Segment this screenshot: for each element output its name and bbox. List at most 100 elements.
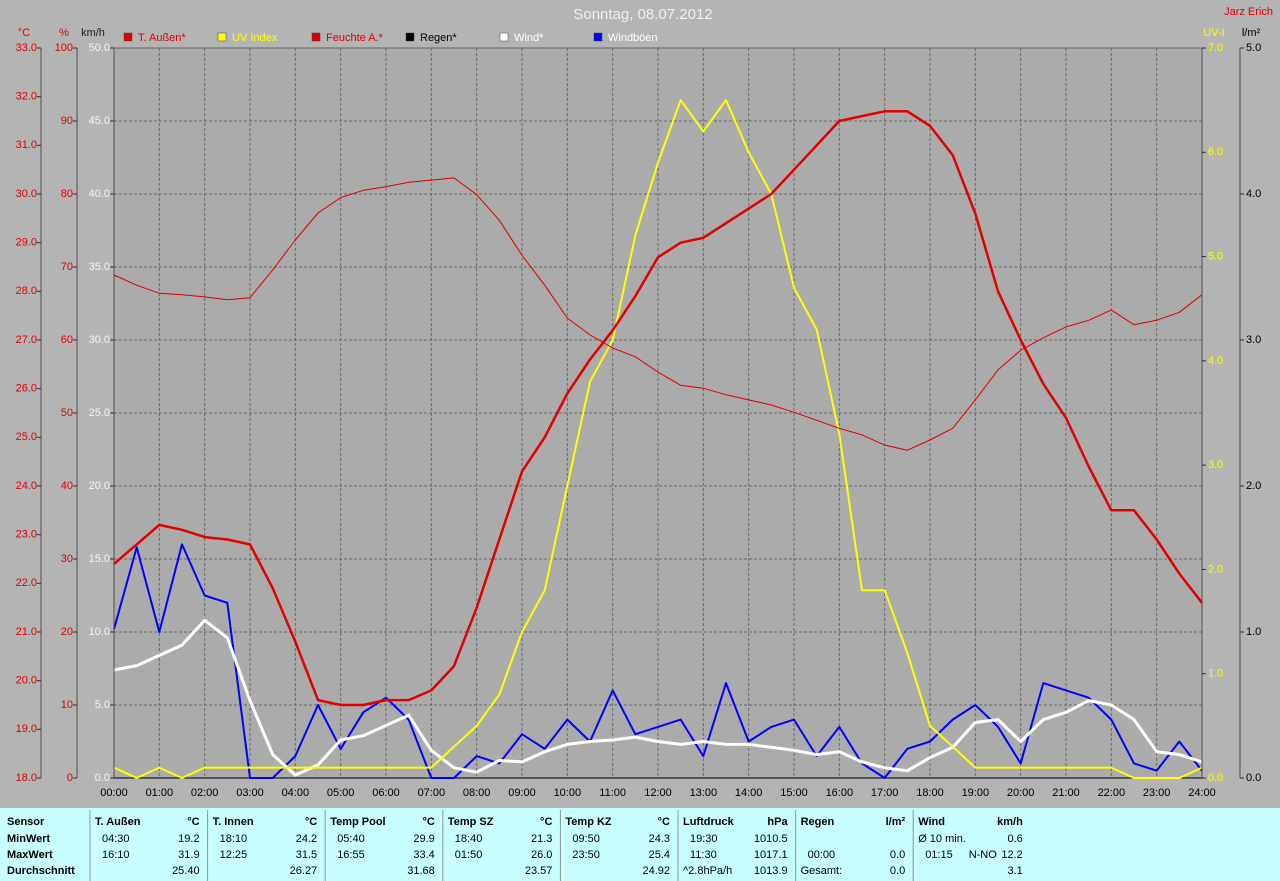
y-tick-label: 70 xyxy=(61,261,73,273)
x-tick-label: 23:00 xyxy=(1143,787,1171,799)
y-tick-label: 30.0 xyxy=(89,334,110,346)
y-tick-label: 21.0 xyxy=(16,626,37,638)
y-tick-label: 60 xyxy=(61,334,73,346)
column-unit: °C xyxy=(305,816,317,828)
x-tick-label: 06:00 xyxy=(372,787,400,799)
y-tick-label: 90 xyxy=(61,115,73,127)
y-tick-label: 0.0 xyxy=(1208,772,1223,784)
x-tick-label: 11:00 xyxy=(599,787,626,799)
y-tick-label: 2.0 xyxy=(1246,480,1261,492)
table-cell: 24.3 xyxy=(649,833,670,845)
y-tick-label: 20.0 xyxy=(16,675,37,687)
x-tick-label: 09:00 xyxy=(508,787,536,799)
column-header: Temp SZ xyxy=(448,816,494,828)
column-unit: °C xyxy=(540,816,552,828)
column-header: Wind xyxy=(918,816,945,828)
table-cell: 33.4 xyxy=(413,849,434,861)
y-tick-label: 20.0 xyxy=(89,480,110,492)
legend-swatch xyxy=(311,32,321,42)
axis-label: °C xyxy=(18,27,30,39)
table-cell: 05:40 xyxy=(337,833,365,845)
table-cell: 01:15 xyxy=(925,849,953,861)
table-cell: 1017.1 xyxy=(754,849,788,861)
x-tick-label: 10:00 xyxy=(554,787,582,799)
series-line xyxy=(113,618,1203,777)
axis-label: % xyxy=(59,27,69,39)
table-cell: 12.2 xyxy=(1001,849,1022,861)
table-cell: 0.0 xyxy=(890,865,905,877)
column-header: Temp KZ xyxy=(565,816,612,828)
y-tick-label: 15.0 xyxy=(89,553,110,565)
table-cell: 11:30 xyxy=(690,849,717,861)
y-tick-label: 23.0 xyxy=(16,529,37,541)
axis-label: km/h xyxy=(81,27,105,39)
y-tick-label: 19.0 xyxy=(16,723,37,735)
legend-label: UV Index xyxy=(232,32,278,44)
table-cell: 01:50 xyxy=(455,849,483,861)
table-cell: 19:30 xyxy=(690,833,718,845)
x-tick-label: 00:00 xyxy=(100,787,128,799)
table-cell: 0.0 xyxy=(890,849,905,861)
series-line xyxy=(113,543,1203,779)
legend-label: Wind* xyxy=(514,32,544,44)
y-tick-label: 5.0 xyxy=(1246,42,1261,54)
table-cell: 29.9 xyxy=(413,833,434,845)
y-tick-label: 2.0 xyxy=(1208,563,1223,575)
y-tick-label: 26.0 xyxy=(16,383,37,395)
row-label: Sensor xyxy=(7,816,45,828)
y-tick-label: 20 xyxy=(61,626,73,638)
y-tick-label: 32.0 xyxy=(16,91,37,103)
x-tick-label: 20:00 xyxy=(1007,787,1035,799)
table-cell: 19.2 xyxy=(178,833,199,845)
legend-label: Regen* xyxy=(420,32,457,44)
table-cell: ^2.8hPa/h xyxy=(683,865,732,877)
x-tick-label: 19:00 xyxy=(962,787,990,799)
table-cell: 26.0 xyxy=(531,849,552,861)
y-tick-label: 1.0 xyxy=(1208,668,1223,680)
table-cell: N-NO xyxy=(969,849,998,861)
y-tick-label: 5.0 xyxy=(1208,250,1223,262)
y-tick-label: 4.0 xyxy=(1246,188,1261,200)
x-tick-label: 18:00 xyxy=(916,787,944,799)
y-tick-label: 7.0 xyxy=(1208,42,1223,54)
y-tick-label: 10 xyxy=(61,699,73,711)
y-tick-label: 4.0 xyxy=(1208,355,1223,367)
table-cell: Ø 10 min. xyxy=(918,833,966,845)
y-tick-label: 18.0 xyxy=(16,772,37,784)
table-cell: Gesamt: xyxy=(801,865,843,877)
table-cell: 0.6 xyxy=(1008,833,1023,845)
y-tick-label: 100 xyxy=(55,42,73,54)
y-tick-label: 0.0 xyxy=(95,772,110,784)
series-line xyxy=(113,99,1203,779)
legend-label: Feuchte A.* xyxy=(326,32,384,44)
x-tick-label: 01:00 xyxy=(146,787,174,799)
column-header: T. Innen xyxy=(213,816,254,828)
chart-title: Sonntag, 08.07.2012 xyxy=(573,6,712,23)
x-tick-label: 12:00 xyxy=(644,787,672,799)
table-cell: 3.1 xyxy=(1008,865,1023,877)
table-cell: 24.92 xyxy=(642,865,670,877)
legend-swatch xyxy=(499,32,509,42)
y-tick-label: 22.0 xyxy=(16,577,37,589)
y-tick-label: 28.0 xyxy=(16,285,37,297)
y-tick-label: 0.0 xyxy=(1246,772,1261,784)
table-cell: 24.2 xyxy=(296,833,317,845)
y-tick-label: 3.0 xyxy=(1208,459,1223,471)
y-tick-label: 29.0 xyxy=(16,237,37,249)
legend-swatch xyxy=(123,32,133,42)
table-cell: 1013.9 xyxy=(754,865,788,877)
series-line xyxy=(113,177,1203,451)
x-tick-label: 24:00 xyxy=(1188,787,1216,799)
table-cell: 31.68 xyxy=(407,865,435,877)
legend-label: T. Außen* xyxy=(138,32,186,44)
table-cell: 25.40 xyxy=(172,865,200,877)
axis-label: UV-I xyxy=(1203,27,1224,39)
x-tick-label: 22:00 xyxy=(1098,787,1126,799)
legend-swatch xyxy=(217,32,227,42)
y-tick-label: 24.0 xyxy=(16,480,37,492)
x-tick-label: 03:00 xyxy=(236,787,264,799)
y-tick-label: 27.0 xyxy=(16,334,37,346)
column-unit: °C xyxy=(187,816,199,828)
table-cell: 18:40 xyxy=(455,833,483,845)
